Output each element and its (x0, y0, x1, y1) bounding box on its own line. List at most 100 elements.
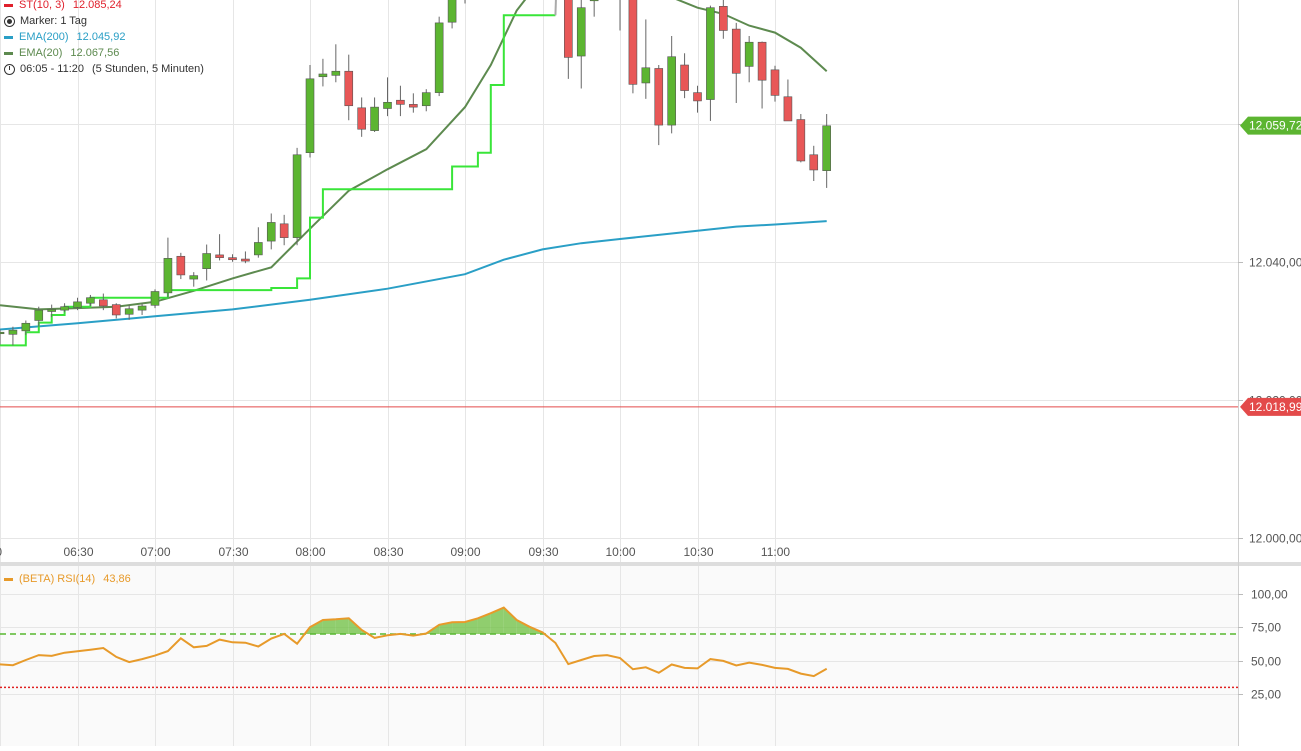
panel-separator (0, 562, 1301, 566)
candle-body (564, 0, 572, 57)
legend-ema20[interactable]: EMA(20) 12.067,56 (4, 45, 119, 61)
candle-body (719, 6, 727, 30)
candle-body (706, 8, 714, 100)
legend-ema200-name: EMA(200) (19, 29, 69, 45)
candle-body (810, 155, 818, 170)
price-badge-label: 12.018,99 (1249, 400, 1301, 414)
candle-body (435, 23, 443, 93)
candle-body (9, 330, 17, 334)
clock-icon (4, 64, 15, 75)
candles (0, 0, 831, 345)
ema200-line (0, 221, 827, 329)
candle-body (577, 8, 585, 56)
legend-timerange[interactable]: 06:05 - 11:20 (5 Stunden, 5 Minuten) (4, 61, 204, 77)
y-tick-label: 12.040,00 (1249, 256, 1301, 270)
legend-rsi-value: 43,86 (103, 571, 131, 587)
candle-body (745, 42, 753, 66)
rsi-overbought-fill (336, 618, 349, 634)
candle-body (784, 97, 792, 121)
candle-body (332, 71, 340, 75)
candle-body (280, 224, 288, 238)
candle-body (125, 309, 133, 315)
rsi-y-tick-label: 50,00 (1251, 655, 1281, 669)
candle-body (694, 93, 702, 101)
rsi-y-tick-label: 25,00 (1251, 688, 1281, 702)
candle-body (797, 120, 805, 161)
legend-ema20-name: EMA(20) (19, 45, 62, 61)
candle-body (732, 29, 740, 73)
candle-body (112, 305, 120, 315)
legend-supertrend-value: 12.085,24 (73, 0, 122, 13)
candle-body (629, 0, 637, 84)
x-tick-label: 07:30 (218, 545, 248, 559)
candle-body (254, 242, 262, 254)
rsi-y-tick-label: 75,00 (1251, 621, 1281, 635)
candle-body (35, 310, 43, 320)
price-badge-label: 12.059,72 (1249, 119, 1301, 133)
rsi-y-tick-label: 100,00 (1251, 588, 1288, 602)
legend-marker-label: Marker: 1 Tag (20, 13, 87, 29)
legend-ema200[interactable]: EMA(200) 12.045,92 (4, 29, 125, 45)
candle-body (358, 108, 366, 129)
candle-body (241, 259, 249, 261)
rsi-overbought-fill (323, 619, 336, 634)
rsi-panel-bg (0, 566, 1238, 746)
x-tick-label: 10:30 (683, 545, 713, 559)
x-tick-label: 08:00 (295, 545, 325, 559)
candle-body (823, 126, 831, 171)
legend-duration: (5 Stunden, 5 Minuten) (92, 61, 204, 77)
candle-body (409, 104, 417, 107)
candle-body (229, 258, 237, 260)
candle-body (448, 0, 456, 22)
candle-body (319, 74, 327, 77)
x-tick-label: 09:30 (528, 545, 558, 559)
candle-body (48, 309, 56, 311)
candle-body (61, 307, 69, 310)
legend-swatch (4, 36, 13, 39)
legend-supertrend[interactable]: ST(10, 3) 12.085,24 (4, 0, 122, 13)
candle-body (86, 298, 94, 304)
legend-ema200-value: 12.045,92 (77, 29, 126, 45)
candle-body (655, 68, 663, 125)
candle-body (138, 306, 146, 310)
candle-body (668, 57, 676, 125)
marker-icon (4, 16, 15, 27)
legend-swatch (4, 4, 13, 7)
candle-body (216, 255, 224, 258)
legend-supertrend-name: ST(10, 3) (19, 0, 65, 13)
candle-body (371, 107, 379, 130)
candle-body (384, 102, 392, 108)
legend-rsi-name: (BETA) RSI(14) (19, 571, 95, 587)
candle-body (396, 100, 404, 104)
rsi-overbought-fill (452, 622, 465, 634)
x-tick-label: 06:30 (63, 545, 93, 559)
candle-body (164, 258, 172, 293)
legend-swatch (4, 578, 13, 581)
legend-marker[interactable]: Marker: 1 Tag (4, 13, 87, 29)
candle-body (190, 276, 198, 279)
candle-body (74, 302, 82, 308)
y-tick-label: 12.000,00 (1249, 532, 1301, 546)
candle-body (99, 300, 107, 306)
x-tick-label: 09:00 (450, 545, 480, 559)
candle-body (203, 254, 211, 269)
candle-body (771, 70, 779, 96)
x-tick-label: 10:00 (605, 545, 635, 559)
candle-body (590, 0, 598, 1)
candle-body (0, 332, 4, 334)
candle-body (345, 71, 353, 106)
candle-body (306, 79, 314, 153)
candle-body (293, 155, 301, 238)
legend-ema20-value: 12.067,56 (70, 45, 119, 61)
legend-time-range: 06:05 - 11:20 (20, 61, 84, 77)
candle-body (758, 42, 766, 80)
x-tick-label: 0 (0, 545, 2, 559)
candle-body (422, 93, 430, 106)
x-tick-label: 11:00 (761, 545, 790, 559)
candle-body (177, 256, 185, 275)
legend-rsi[interactable]: (BETA) RSI(14) 43,86 (4, 571, 131, 587)
legend-swatch (4, 52, 13, 55)
candle-body (267, 222, 275, 241)
